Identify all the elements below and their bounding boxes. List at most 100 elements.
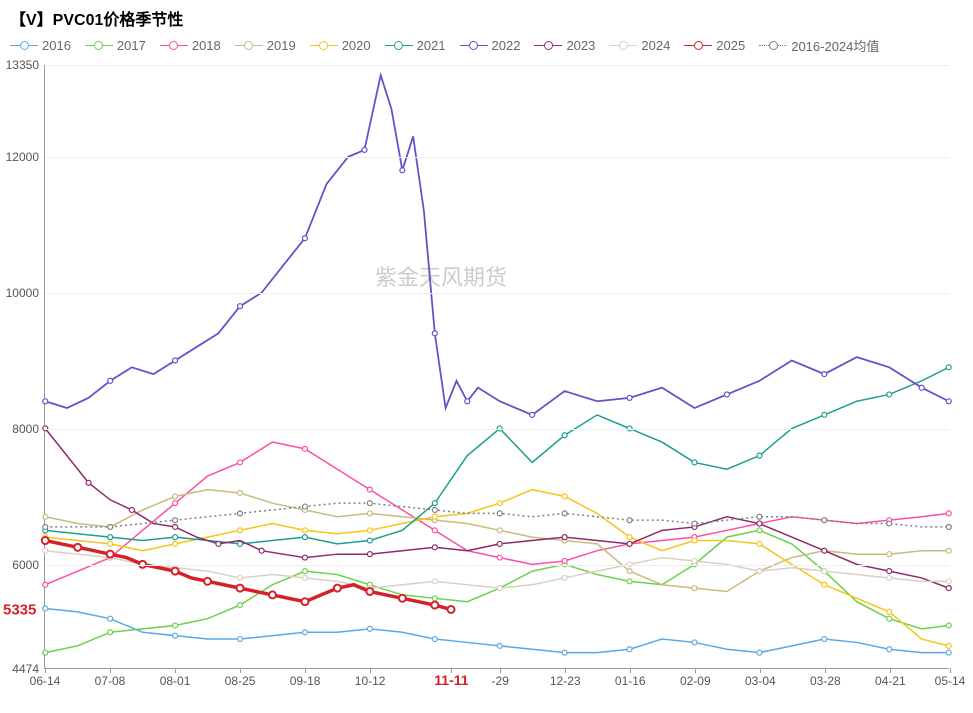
marker	[173, 633, 178, 638]
marker	[367, 626, 372, 631]
marker	[946, 548, 951, 553]
legend-item-2018[interactable]: 2018	[160, 36, 221, 55]
marker	[432, 501, 437, 506]
x-tick	[950, 668, 951, 673]
marker	[946, 579, 951, 584]
marker	[724, 392, 729, 397]
marker	[627, 395, 632, 400]
marker	[627, 579, 632, 584]
marker	[432, 579, 437, 584]
series-2017	[45, 530, 949, 652]
x-tick	[45, 668, 46, 673]
marker	[692, 640, 697, 645]
marker	[238, 575, 243, 580]
marker	[367, 528, 372, 533]
x-axis-label: 08-01	[160, 674, 191, 688]
marker	[822, 372, 827, 377]
marker	[887, 647, 892, 652]
series-2019	[45, 490, 949, 592]
marker	[43, 514, 48, 519]
marker	[627, 569, 632, 574]
x-axis-label: 02-09	[680, 674, 711, 688]
marker	[692, 538, 697, 543]
legend-label: 2019	[267, 38, 296, 53]
legend-item-2016[interactable]: 2016	[10, 36, 71, 55]
x-axis-label: 11-11	[434, 672, 468, 688]
marker	[757, 521, 762, 526]
legend-item-2016-2024均值[interactable]: 2016-2024均值	[759, 36, 879, 55]
marker	[497, 541, 502, 546]
marker	[173, 358, 178, 363]
marker	[302, 630, 307, 635]
x-tick	[890, 668, 891, 673]
legend-item-2021[interactable]: 2021	[385, 36, 446, 55]
legend-item-2022[interactable]: 2022	[460, 36, 521, 55]
y-axis-label: 8000	[0, 422, 39, 436]
marker	[946, 623, 951, 628]
marker	[173, 518, 178, 523]
marker	[43, 548, 48, 553]
marker	[757, 514, 762, 519]
legend-item-2019[interactable]: 2019	[235, 36, 296, 55]
marker	[497, 586, 502, 591]
legend-swatch	[310, 39, 338, 53]
legend-item-2023[interactable]: 2023	[534, 36, 595, 55]
series-2021	[45, 367, 949, 544]
x-tick	[565, 668, 566, 673]
marker	[432, 545, 437, 550]
marker	[302, 569, 307, 574]
legend-label: 2018	[192, 38, 221, 53]
marker	[237, 585, 244, 592]
marker	[497, 555, 502, 560]
marker	[887, 616, 892, 621]
marker	[887, 392, 892, 397]
legend: 2016 2017 2018 2019 2020 2021 2022 2023 2024 2025…	[0, 34, 973, 61]
marker	[822, 412, 827, 417]
marker	[887, 521, 892, 526]
marker	[946, 650, 951, 655]
marker	[757, 528, 762, 533]
legend-item-2024[interactable]: 2024	[609, 36, 670, 55]
marker	[399, 595, 406, 602]
marker	[757, 541, 762, 546]
marker	[367, 538, 372, 543]
marker	[448, 606, 455, 613]
gridline	[45, 429, 949, 430]
marker	[238, 528, 243, 533]
marker	[238, 304, 243, 309]
legend-label: 2024	[641, 38, 670, 53]
marker	[432, 514, 437, 519]
marker	[259, 548, 264, 553]
x-axis-label: 03-28	[810, 674, 841, 688]
marker	[887, 569, 892, 574]
marker	[367, 511, 372, 516]
legend-item-2020[interactable]: 2020	[310, 36, 371, 55]
marker	[108, 630, 113, 635]
marker	[367, 501, 372, 506]
gridline	[45, 157, 949, 158]
x-axis-label: 07-08	[95, 674, 126, 688]
marker	[627, 647, 632, 652]
legend-item-2017[interactable]: 2017	[85, 36, 146, 55]
marker	[627, 518, 632, 523]
x-tick	[695, 668, 696, 673]
marker	[530, 412, 535, 417]
marker	[216, 541, 221, 546]
marker	[627, 535, 632, 540]
marker	[204, 578, 211, 585]
chart-plot-area: 紫金天风期货 44746000800010000120001335006-140…	[44, 65, 949, 669]
marker	[238, 541, 243, 546]
marker	[757, 650, 762, 655]
marker	[432, 507, 437, 512]
marker	[822, 582, 827, 587]
legend-item-2025[interactable]: 2025	[684, 36, 745, 55]
marker	[946, 586, 951, 591]
marker	[432, 596, 437, 601]
marker	[431, 602, 438, 609]
x-axis-label: 09-18	[290, 674, 321, 688]
series-2016-2024均值	[45, 503, 949, 527]
marker	[822, 569, 827, 574]
legend-swatch	[759, 39, 787, 53]
marker	[108, 378, 113, 383]
marker	[946, 643, 951, 648]
